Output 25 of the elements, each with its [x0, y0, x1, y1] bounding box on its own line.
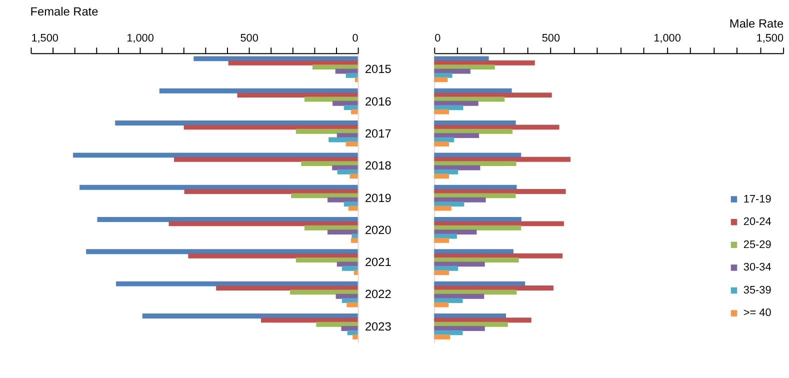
x-tick-label: 0 [434, 32, 441, 45]
x-tick-label: 1,000 [126, 32, 154, 45]
y-tick-label: 2016 [364, 94, 392, 108]
x-tick-label: 1,000 [654, 32, 681, 45]
y-tick-label: 2015 [364, 62, 392, 76]
x-tick-label: 500 [240, 32, 258, 45]
legend-label: 35-39 [743, 284, 772, 296]
legend-label: 17-19 [743, 193, 772, 206]
x-tick-label: 0 [352, 32, 358, 45]
legend-label: 25-29 [743, 238, 772, 251]
x-tick-label: 500 [542, 32, 560, 45]
y-tick-label: 2021 [364, 255, 392, 270]
legend-label: >= 40 [743, 307, 772, 320]
legend-label: 30-34 [743, 262, 772, 274]
legend-label: 20-24 [743, 216, 772, 228]
y-tick-label: 2019 [364, 190, 392, 205]
x-tick-label: 1,500 [756, 32, 784, 45]
y-tick-label: 2018 [364, 158, 392, 173]
y-tick-label: 2017 [364, 126, 392, 140]
chart-title: Female Rate [30, 4, 99, 18]
y-tick-label: 2020 [364, 222, 392, 237]
y-tick-label: 2022 [364, 287, 392, 302]
x-tick-label: 1,500 [31, 32, 58, 45]
chart-title: Male Rate [729, 16, 784, 30]
y-tick-label: 2023 [364, 319, 392, 334]
